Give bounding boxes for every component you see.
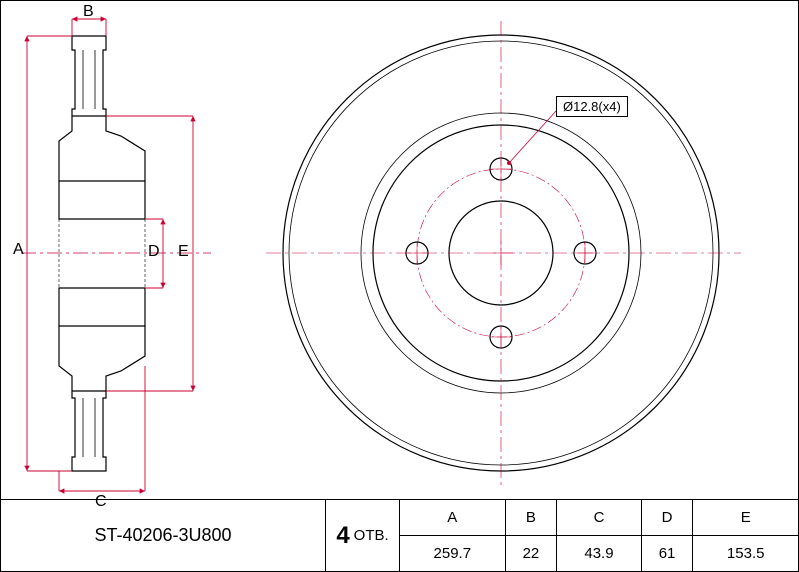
dimension-B <box>72 19 106 36</box>
bottom-strip: ST-40206-3U800 4 ОТВ. A B C D E 259.7 22… <box>1 499 798 571</box>
dim-label-B: B <box>83 3 94 21</box>
table-value-B: 22 <box>505 536 557 572</box>
bolt-hole-callout: Ø12.8(x4) <box>556 96 628 117</box>
table-header-row: A B C D E <box>400 500 798 536</box>
technical-drawing <box>1 1 799 501</box>
dim-label-E: E <box>178 243 189 261</box>
table-value-A: 259.7 <box>400 536 505 572</box>
dim-label-D: D <box>148 243 160 261</box>
part-number: ST-40206-3U800 <box>1 499 326 571</box>
table-value-row: 259.7 22 43.9 61 153.5 <box>400 536 798 572</box>
dimension-A <box>27 36 72 471</box>
table-value-E: 153.5 <box>693 536 798 572</box>
table-header-C: C <box>557 500 642 536</box>
table-header-D: D <box>641 500 693 536</box>
table-value-D: 61 <box>641 536 693 572</box>
holes-suffix: ОТВ. <box>354 527 389 544</box>
holes-count: 4 ОТВ. <box>326 499 400 571</box>
table-header-E: E <box>693 500 798 536</box>
table-header-A: A <box>400 500 505 536</box>
dimension-table: A B C D E 259.7 22 43.9 61 153.5 <box>400 499 798 572</box>
front-view <box>266 21 741 486</box>
table-value-C: 43.9 <box>557 536 642 572</box>
drawing-container: A B C D E Ø12.8(x4) ST-40206-3U800 4 ОТВ… <box>0 0 799 572</box>
holes-number: 4 <box>336 522 349 550</box>
table-header-B: B <box>505 500 557 536</box>
dim-label-A: A <box>13 241 24 259</box>
